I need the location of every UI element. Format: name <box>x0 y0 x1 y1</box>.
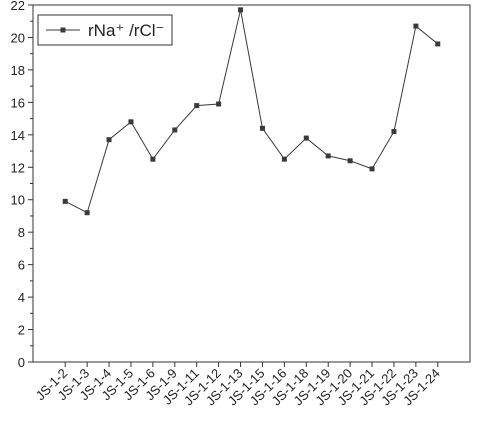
y-tick-label: 16 <box>11 95 25 110</box>
legend-label: rNa⁺ /rCl⁻ <box>88 21 165 40</box>
data-point <box>150 156 156 162</box>
data-point <box>238 7 244 13</box>
y-tick-label: 12 <box>11 160 25 175</box>
data-point <box>391 129 397 135</box>
data-point <box>281 156 287 162</box>
data-point <box>194 103 200 109</box>
y-tick-label: 8 <box>18 225 25 240</box>
y-tick-label: 14 <box>11 128 25 143</box>
y-tick-label: 20 <box>11 30 25 45</box>
data-point <box>216 101 222 107</box>
y-tick-label: 6 <box>18 258 25 273</box>
data-point <box>347 158 353 164</box>
data-point <box>106 137 112 143</box>
y-tick-label: 2 <box>18 323 25 338</box>
data-point <box>369 166 375 172</box>
data-point <box>172 127 178 133</box>
y-tick-label: 22 <box>11 0 25 13</box>
plot-frame <box>32 4 471 363</box>
data-point <box>435 41 441 47</box>
y-tick-label: 0 <box>18 355 25 370</box>
data-point <box>84 210 90 216</box>
data-point <box>413 23 419 29</box>
data-point <box>62 198 68 204</box>
series-line <box>64 9 439 214</box>
legend-marker <box>60 27 66 33</box>
data-point <box>303 135 309 141</box>
data-point <box>128 119 134 125</box>
y-tick-label: 4 <box>18 290 25 305</box>
y-tick-label: 10 <box>11 193 25 208</box>
y-tick-label: 18 <box>11 63 25 78</box>
data-point <box>325 153 331 159</box>
data-point <box>259 125 265 131</box>
